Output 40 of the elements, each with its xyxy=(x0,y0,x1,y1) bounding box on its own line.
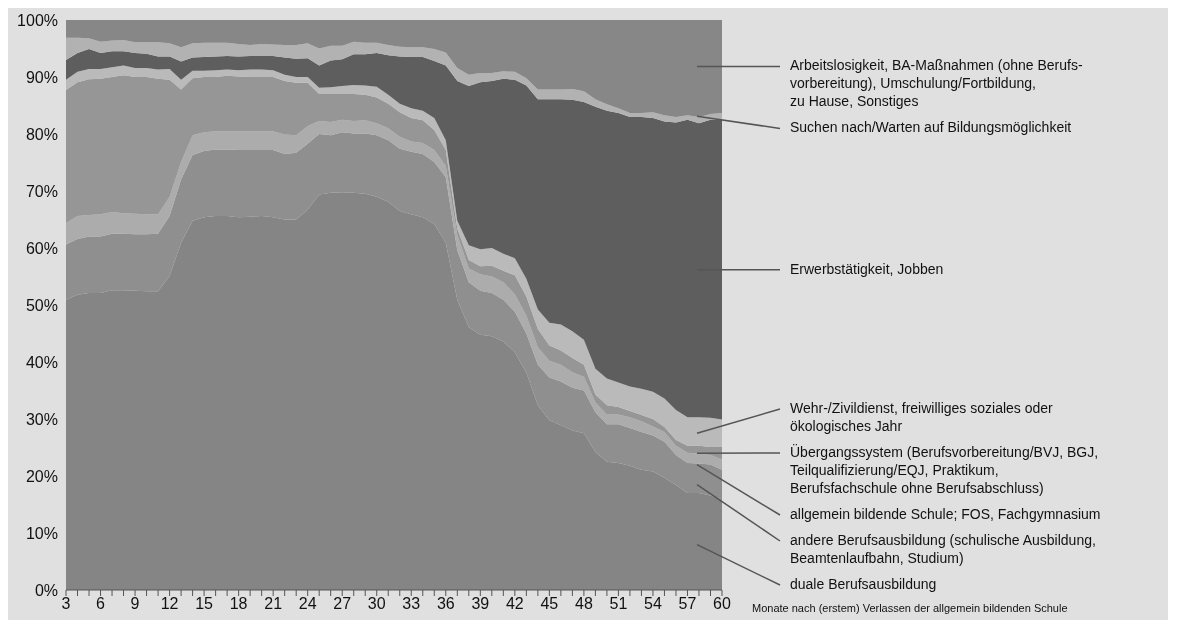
x-tick-label: 9 xyxy=(130,595,140,613)
text: allgemein bildende Schule; FOS, Fachgymnasium xyxy=(790,506,1101,522)
x-axis-title: Monate nach (erstem) Verlassen der allgemein bildenden Schule xyxy=(752,602,1068,614)
x-tick-label: 30 xyxy=(367,595,386,613)
x-tick-label: 27 xyxy=(333,595,352,613)
y-tick-label: 60% xyxy=(25,239,58,257)
x-tick-label: 18 xyxy=(229,595,248,613)
text: Wehr-/Zivildienst, freiwilliges soziales oder ökologisches Jahr xyxy=(790,400,1054,434)
x-tick-label: 12 xyxy=(160,595,179,613)
x-tick-label: 45 xyxy=(540,595,559,613)
x-tick-label: 54 xyxy=(644,595,662,613)
x-tick-label: 36 xyxy=(436,595,455,613)
y-tick-label: 40% xyxy=(25,353,58,371)
y-tick-label: 0% xyxy=(34,581,58,599)
x-tick-label: 6 xyxy=(96,595,106,613)
x-tick-label: 21 xyxy=(264,595,283,613)
y-tick-label: 50% xyxy=(25,296,58,314)
text: Erwerbstätigkeit, Jobben xyxy=(790,260,944,277)
text: Übergangssystem (Berufsvorbereitung/BVJ, BGJ, Teilqualifizierung/EQJ, Praktikum, Berufsfachschule ohne Berufsabschluss) xyxy=(790,443,1099,496)
x-tick-label: 57 xyxy=(678,595,697,613)
y-tick-label: 10% xyxy=(25,524,58,542)
y-tick-label: 20% xyxy=(25,467,58,485)
x-tick-label: 48 xyxy=(575,595,593,613)
x-tick-label: 39 xyxy=(471,595,490,613)
x-tick-label: 51 xyxy=(609,595,628,613)
text: duale Berufsausbildung xyxy=(790,576,937,592)
x-tick-label: 60 xyxy=(713,595,731,613)
text: Arbeitslosigkeit, BA-Maßnahmen (ohne Berufs- vorbereitung), Umschulung/Fortbildung, zu Hause, Sonstiges xyxy=(790,57,1083,110)
text: andere Berufsausbildung (schulische Ausbildung, Beamtenlaufbahn, Studium) xyxy=(790,532,1096,566)
x-tick-label: 3 xyxy=(61,595,71,613)
y-tick-label: 100% xyxy=(17,11,58,29)
y-tick-label: 70% xyxy=(25,182,58,200)
y-tick-label: 90% xyxy=(25,68,58,86)
x-tick-label: 15 xyxy=(195,595,214,613)
x-tick-label: 24 xyxy=(298,595,317,613)
text: Suchen nach/Warten auf Bildungsmöglichkeit xyxy=(790,119,1072,136)
x-tick-label: 42 xyxy=(505,595,524,613)
x-tick-label: 33 xyxy=(402,595,421,613)
y-tick-label: 30% xyxy=(25,410,58,428)
y-tick-label: 80% xyxy=(25,125,58,143)
